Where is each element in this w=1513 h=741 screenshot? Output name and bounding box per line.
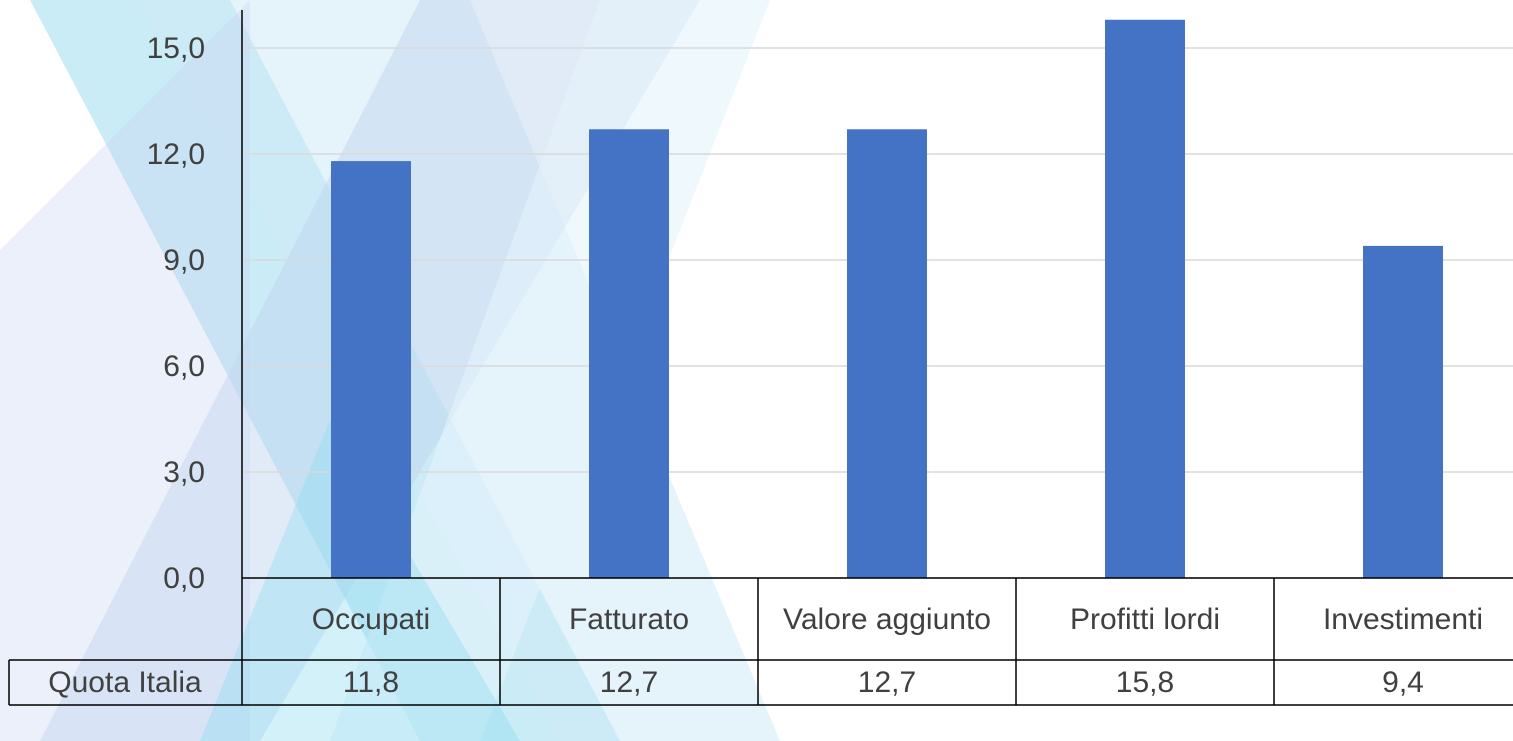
bar [331,161,411,578]
x-tick-label: Occupati [311,602,431,636]
y-tick-label: 12,0 [146,137,205,171]
bar [847,129,927,578]
bar [1363,245,1443,579]
value-label: 11,8 [342,666,400,699]
x-tick-label: Investimenti [1322,602,1484,636]
value-label: 12,7 [599,666,659,699]
value-label: 12,7 [857,666,917,699]
y-tick-label: 15,0 [146,31,205,65]
bar [1105,19,1185,579]
y-tick-label: 0,0 [163,561,205,595]
x-tick-label: Fatturato [568,602,690,636]
value-label: 9,4 [1382,666,1424,699]
y-tick-label: 9,0 [163,243,205,277]
x-tick-label: Profitti lordi [1069,602,1221,636]
bar [589,129,669,578]
y-tick-label: 6,0 [163,349,205,383]
legend-entry: Quota Italia [48,666,202,699]
y-tick-label: 3,0 [163,455,205,489]
value-label: 15,8 [1115,666,1175,699]
x-tick-label: Valore aggiunto [783,602,991,636]
